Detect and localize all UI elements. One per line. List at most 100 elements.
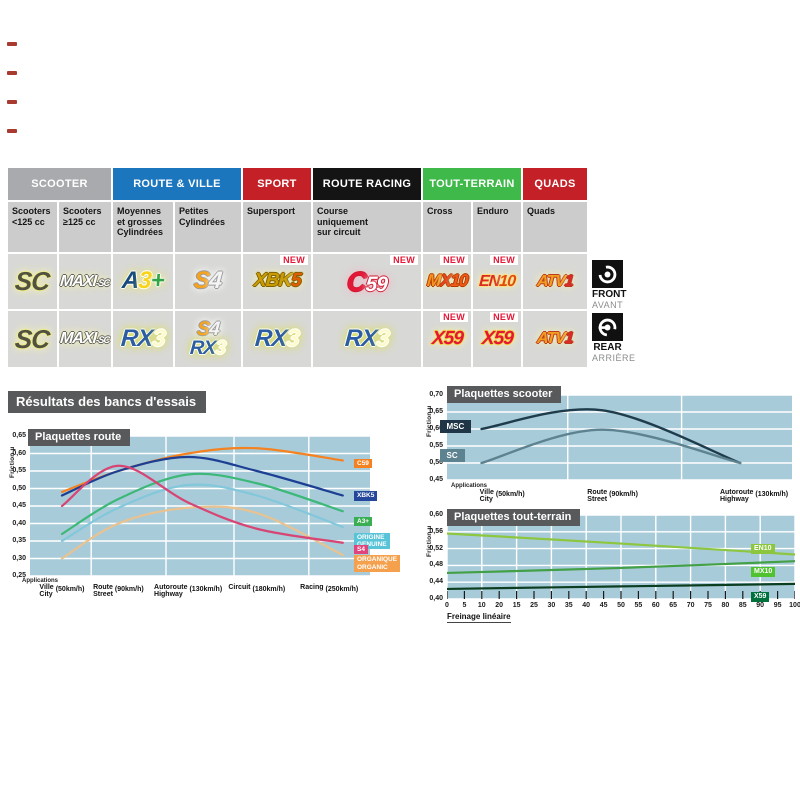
x-axis-label: Freinage linéaire	[447, 612, 511, 623]
chart-title: Plaquettes route	[28, 429, 131, 446]
category-name-fr: Route	[93, 584, 113, 591]
x-tick-label: 30	[547, 602, 556, 609]
series-label-mx10: MX10	[751, 566, 776, 577]
new-badge: NEW	[490, 312, 518, 322]
x-tick-label: 85	[738, 602, 747, 609]
left-edge-mark	[7, 129, 17, 133]
series-label-msc: MSC	[439, 419, 472, 433]
y-tick-label: 0,40	[429, 595, 443, 602]
product-cell-rear: NEW X59	[423, 311, 471, 367]
category-speed: (130km/h)	[189, 586, 223, 593]
category-name-en: Highway	[154, 591, 183, 599]
logo-mx10: MX10	[426, 271, 468, 291]
product-cell-front: ATV1	[523, 254, 587, 309]
subheader-petites: Petites Cylindrées	[175, 202, 241, 252]
x-tick-label: 45	[599, 602, 608, 609]
product-cell-rear: RX3	[313, 311, 421, 367]
category-names: Circuit	[228, 584, 250, 591]
series-line-sc	[480, 428, 742, 465]
logo-part: 10	[498, 272, 516, 290]
category-names: Route Street	[93, 584, 113, 599]
product-cell-front: A3+	[113, 254, 173, 309]
y-tick-label: 0,60	[12, 449, 26, 457]
product-cell-rear: ATV1	[523, 311, 587, 367]
logo-part: 3	[285, 324, 300, 352]
category-name-fr: Racing	[300, 584, 324, 591]
category-name-fr: Ville	[39, 584, 54, 591]
plot-area	[447, 515, 795, 599]
logo-part: C	[345, 265, 367, 297]
x-tick-label: 10	[477, 602, 486, 609]
logo-x59: X59	[431, 328, 463, 349]
x-tick-label: 95	[773, 602, 782, 609]
logo-part: MAXI	[59, 330, 97, 348]
product-cell-front: MAXI-SC	[59, 254, 111, 309]
y-tick-label: 0,65	[429, 408, 443, 415]
category-names: Autoroute Highway	[720, 489, 753, 504]
category-header-route-ville: ROUTE & VILLE	[113, 168, 241, 200]
logo-rx3: RX3	[254, 324, 300, 352]
x-category-label: Ville City (50km/h)	[480, 489, 525, 504]
series-label-line: XBK5	[357, 492, 375, 500]
x-tick-label: 0	[445, 602, 449, 609]
product-cell-front: NEW MX10	[423, 254, 471, 309]
x-category-label: Autoroute Highway (130km/h)	[720, 489, 788, 504]
applications-label: Applications	[451, 483, 488, 489]
y-tick-label: 0,55	[429, 442, 443, 449]
category-name-en: City	[39, 591, 53, 599]
category-name-fr: Autoroute	[154, 584, 188, 591]
logo-rx3: RX3	[120, 325, 166, 352]
subheader-enduro: Enduro	[473, 202, 521, 252]
category-header-scooter: SCOOTER	[8, 168, 111, 200]
category-speed: (250km/h)	[325, 586, 359, 593]
logo-maxisc: MAXI-SC	[60, 273, 111, 290]
category-name-fr: Ville	[479, 489, 494, 496]
y-tick-label: 0,45	[429, 476, 443, 483]
chart-title: Plaquettes scooter	[447, 386, 562, 403]
logo-part: 1	[564, 272, 574, 290]
logo-part: 4	[208, 267, 223, 295]
product-cell-front: SC	[8, 254, 57, 309]
category-header-sport: SPORT	[243, 168, 311, 200]
category-header-quads: QUADS	[523, 168, 587, 200]
applications-label: Applications	[22, 578, 59, 584]
x-category-label: Route Street (90km/h)	[587, 489, 638, 504]
category-name-en: Street	[93, 591, 113, 599]
plot-area	[30, 436, 370, 576]
product-cell-rear: RX3	[243, 311, 311, 367]
front-sublabel: AVANT	[592, 300, 624, 310]
logo-part: EN	[478, 272, 500, 290]
x-category-label: Racing (250km/h)	[300, 584, 358, 593]
series-label-line: ORGANIQUE	[357, 556, 398, 564]
y-tick-label: 0,60	[429, 511, 443, 518]
y-tick-label: 0,45	[12, 502, 26, 509]
x-tick-label: 15	[512, 602, 521, 609]
rear-brake-disc-icon	[592, 313, 623, 341]
category-names: Ville City	[480, 489, 494, 504]
series-line-xbk5	[60, 455, 344, 497]
chart-title: Plaquettes tout-terrain	[447, 509, 581, 526]
product-cell-front: S4	[175, 254, 241, 309]
product-cell-rear: RX3	[113, 311, 173, 367]
series-label-sc: SC	[439, 448, 465, 462]
series-line-s4	[60, 464, 344, 544]
brake-disc-glyph	[598, 318, 617, 336]
logo-sc: SC	[14, 324, 50, 354]
y-tick-label: 0,55	[12, 467, 26, 474]
category-names: Autoroute Highway	[154, 584, 187, 599]
new-badge: NEW	[280, 255, 308, 265]
series-label-organique: ORGANIQUE ORGANIC	[354, 555, 401, 573]
y-tick-label: 0,30	[12, 554, 26, 562]
category-name-en: Street	[587, 496, 608, 504]
y-tick-label: 0,50	[429, 459, 443, 466]
subheader-scooters: Scooters <125 cc	[8, 202, 57, 252]
chart-plaquettes-tout-terrain: Plaquettes tout-terrain Friction µ 0,60 0,5…	[425, 508, 800, 630]
subheader-cross: Cross	[423, 202, 471, 252]
logo-maxisc: MAXI-SC	[59, 330, 111, 348]
logo-part: RX	[344, 324, 378, 352]
category-speed: (50km/h)	[55, 586, 85, 593]
logo-part: 10	[449, 271, 468, 291]
logo-c59: C59	[345, 265, 388, 297]
series-label-line: ORIGINE	[357, 533, 385, 541]
